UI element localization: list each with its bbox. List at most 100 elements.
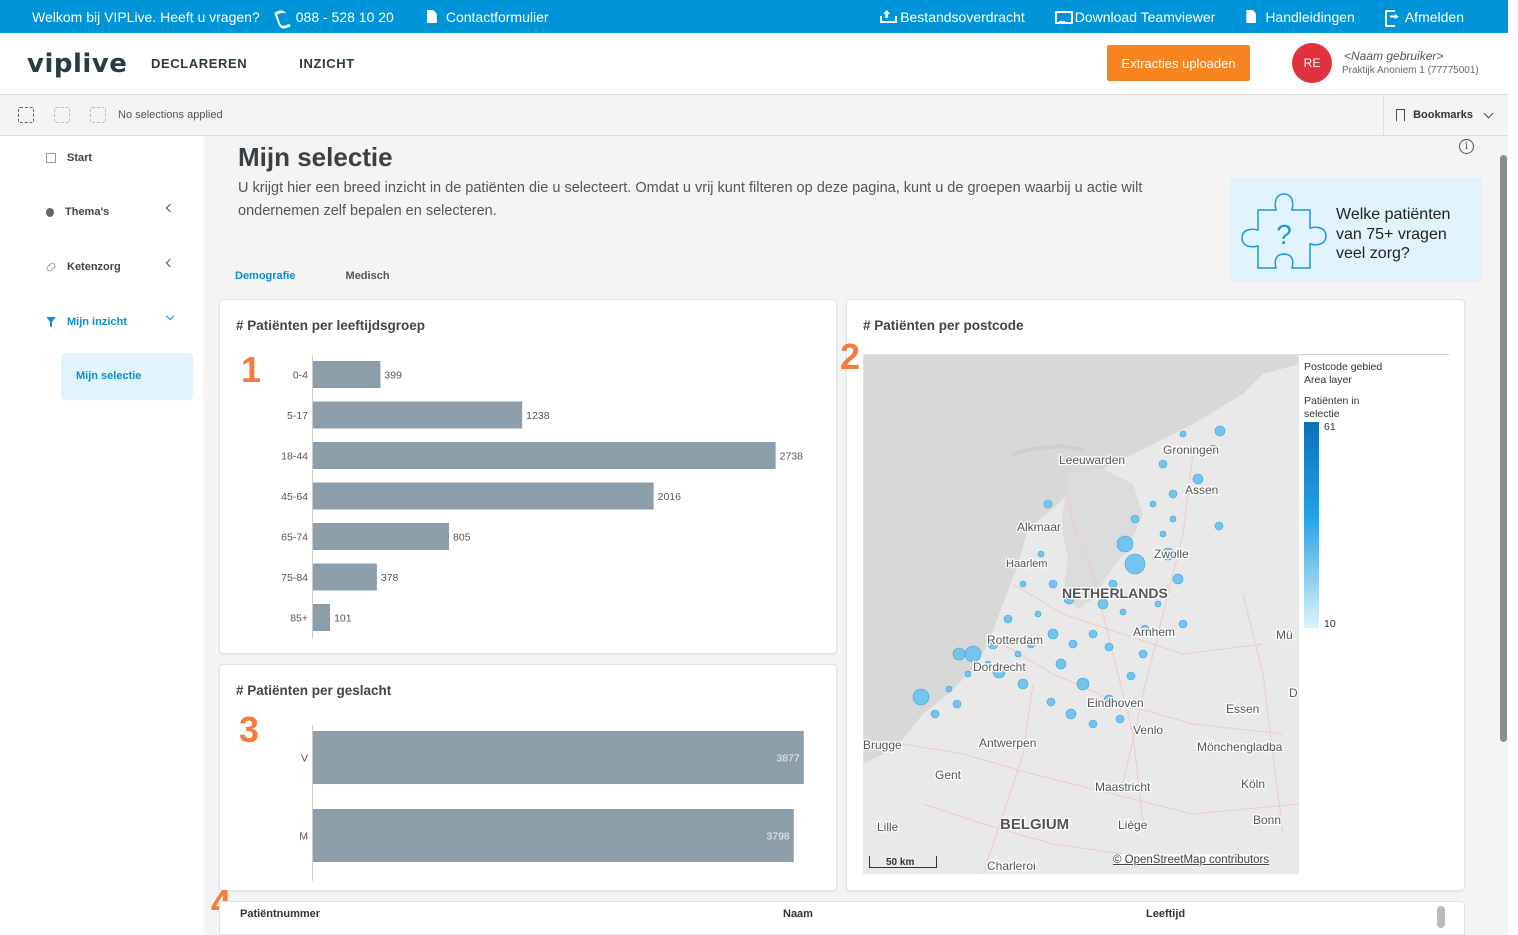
category-label: 0-4 (293, 370, 308, 382)
age-bar-chart[interactable]: 0-4 399 5-17 1238 18-44 2738 45-64 2016 65-74 805… (220, 300, 838, 655)
column-header-age[interactable]: Leeftijd (1146, 908, 1186, 920)
city-label: Rotterdam (987, 633, 1043, 647)
city-label: D (1289, 686, 1298, 700)
legend-title: Postcode gebied (1304, 361, 1383, 373)
sidebar-item-start[interactable]: Start (46, 152, 92, 164)
bookmarks-button[interactable]: Bookmarks (1383, 95, 1498, 135)
sidebar-item-themas[interactable]: Thema's (46, 206, 109, 218)
legend-max: 61 (1324, 421, 1336, 433)
link-icon (45, 261, 57, 273)
city-label: Haarlem (1006, 558, 1048, 570)
file-transfer-label: Bestandsoverdracht (900, 8, 1025, 25)
value-label: 378 (381, 572, 399, 584)
table-scrollbar[interactable] (1437, 906, 1445, 928)
selection-toolbar: No selections applied Bookmarks (0, 94, 1508, 136)
city-label: Gent (935, 768, 962, 782)
puzzle-icon: ? (1241, 193, 1327, 269)
logout-icon (1384, 10, 1398, 27)
column-header-name[interactable]: Naam (783, 908, 813, 920)
contact-form-link[interactable]: Contactformulier (426, 9, 549, 25)
chart-title: # Patiënten per leeftijdsgroep (236, 318, 426, 333)
sidebar-item-ketenzorg[interactable]: Ketenzorg (45, 261, 121, 273)
phone-link[interactable]: 088 - 528 10 20 (276, 9, 394, 25)
city-label: Maastricht (1095, 780, 1151, 794)
lightbulb-icon (46, 207, 54, 217)
bar-75-84[interactable] (313, 563, 377, 591)
bar-18-44[interactable] (313, 442, 776, 469)
info-icon[interactable]: i (1459, 139, 1474, 154)
category-label: 75-84 (281, 572, 308, 584)
nav-inzicht[interactable]: INZICHT (299, 56, 355, 71)
bookmarks-label: Bookmarks (1413, 109, 1473, 121)
main-header: viplive DECLAREREN INZICHT Extracties up… (0, 33, 1508, 94)
viplive-logo[interactable]: viplive (27, 48, 128, 79)
value-label: 101 (334, 613, 352, 625)
avatar[interactable]: RE (1292, 43, 1332, 83)
map-card: # Patiënten per postcode (846, 299, 1465, 891)
bar-85+[interactable] (313, 604, 331, 631)
gender-chart-card: # Patiënten per geslacht V 3877 M 3798 (219, 664, 837, 891)
clear-selections-icon[interactable] (90, 107, 106, 123)
phone-number: 088 - 528 10 20 (295, 8, 394, 25)
file-transfer-link[interactable]: Bestandsoverdracht (880, 9, 1025, 25)
manuals-label: Handleidingen (1265, 8, 1355, 25)
osm-attribution-link[interactable]: © OpenStreetMap contributors (1113, 854, 1270, 866)
city-label: Brugge (863, 738, 902, 752)
city-label: Lille (877, 820, 899, 834)
home-icon (46, 153, 56, 163)
chevron-left-icon[interactable] (165, 203, 175, 213)
page-title: Mijn selectie (238, 142, 393, 172)
value-label: 2738 (780, 451, 804, 463)
upload-extractions-button[interactable]: Extracties uploaden (1107, 45, 1250, 81)
value-label: 399 (384, 370, 402, 382)
tab-demografie[interactable]: Demografie (235, 270, 296, 282)
postcode-map[interactable]: Groningen Leeuwarden Assen Alkmaar Zwolle Haa… (863, 354, 1299, 874)
filter-icon (46, 316, 56, 328)
city-label: Charleroi (987, 859, 1036, 873)
column-header-patient-number[interactable]: Patiëntnummer (240, 908, 321, 920)
chevron-down-icon (1483, 108, 1494, 118)
city-label: Bonn (1253, 813, 1281, 827)
step-back-icon[interactable] (54, 107, 70, 123)
teamviewer-link[interactable]: Download Teamviewer (1054, 8, 1216, 25)
bar-5-17[interactable] (313, 401, 523, 429)
city-label: Arnhem (1133, 625, 1175, 639)
category-label: M (299, 831, 308, 843)
city-label: BELGIUM (1000, 816, 1069, 833)
category-label: 85+ (290, 613, 308, 625)
tab-medisch[interactable]: Medisch (345, 270, 390, 282)
bar-0-4[interactable] (313, 361, 381, 388)
manuals-link[interactable]: Handleidingen (1245, 9, 1355, 25)
chevron-down-icon[interactable] (165, 311, 175, 321)
category-label: 5-17 (287, 410, 308, 422)
question-card[interactable]: ? Welke patiënten van 75+ vragen veel zo… (1230, 178, 1482, 282)
marker-2: 2 (840, 336, 861, 377)
bookmark-icon (1396, 108, 1406, 122)
smart-search-icon[interactable] (18, 107, 34, 123)
sidebar-item-label: Mijn inzicht (67, 316, 127, 328)
value-label: 3798 (766, 831, 790, 843)
logout-link[interactable]: Afmelden (1384, 9, 1464, 27)
upload-icon (880, 10, 898, 23)
teamviewer-label: Download Teamviewer (1074, 8, 1216, 25)
chart-title: # Patiënten per geslacht (236, 683, 392, 698)
top-info-bar: Welkom bij VIPLive. Heeft u vragen? 088 … (0, 0, 1508, 33)
page-scrollbar[interactable] (1500, 155, 1507, 742)
category-label: 18-44 (281, 451, 308, 463)
chevron-left-icon[interactable] (165, 258, 175, 268)
sidebar-item-label: Ketenzorg (67, 261, 121, 273)
city-label: Antwerpen (979, 736, 1036, 750)
bar-45-64[interactable] (313, 482, 654, 510)
bar-M[interactable] (313, 809, 794, 862)
city-label: Venlo (1133, 723, 1163, 737)
nav-declareren[interactable]: DECLAREREN (151, 56, 248, 71)
sidebar-item-mijn-inzicht[interactable]: Mijn inzicht (46, 316, 127, 328)
gender-bar-chart[interactable]: V 3877 M 3798 (220, 665, 838, 892)
legend-color-scale (1304, 422, 1319, 628)
user-organisation: Praktijk Anoniem 1 (77775001) (1342, 65, 1479, 76)
bar-V[interactable] (313, 731, 804, 784)
window-edge (1508, 0, 1518, 935)
city-label: Mü (1276, 628, 1293, 642)
sidebar-subitem-mijn-selectie[interactable]: Mijn selectie (61, 353, 193, 400)
bar-65-74[interactable] (313, 523, 450, 550)
